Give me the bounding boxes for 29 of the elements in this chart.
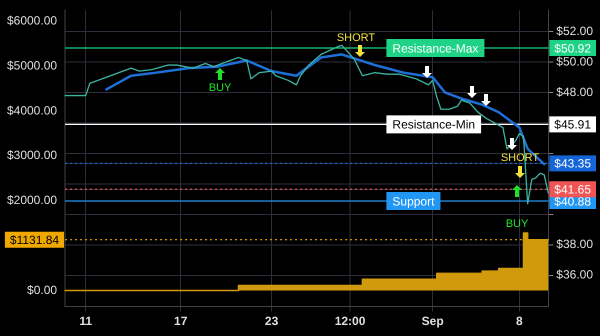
y2-tick-label: $36.00	[556, 268, 594, 282]
y-tick-label: $0.00	[27, 282, 58, 297]
ref-line-label: Resistance-Max	[392, 41, 478, 56]
y2-tick-label: $41.65	[554, 182, 592, 197]
y-tick-label: $6000.00	[6, 14, 58, 28]
x-tick-label: 12:00	[334, 314, 366, 328]
annotation: SHORT	[336, 32, 376, 44]
ref-line-label: Resistance-Min	[392, 118, 476, 132]
y2-tick-label: $45.91	[554, 118, 592, 132]
y2-tick-label: $48.00	[556, 84, 594, 99]
annotation: BUY	[506, 218, 529, 230]
y-tick-label: $4000.00	[6, 103, 58, 118]
y2-tick-label: $50.00	[556, 54, 594, 68]
y2-tick-label: $52.00	[556, 24, 594, 38]
y-tick-label: $1131.84	[10, 233, 60, 248]
x-tick-label: 23	[264, 314, 279, 328]
x-tick-label: 11	[79, 314, 92, 328]
y-tick-label: $5000.00	[6, 58, 58, 73]
y2-tick-label: $50.92	[554, 41, 592, 56]
annotation: BUY	[208, 82, 232, 94]
y2-tick-label: $40.88	[554, 194, 592, 208]
y-tick-label: $3000.00	[6, 148, 58, 162]
y2-tick-label: $38.00	[556, 237, 594, 252]
ref-line-label: Support	[392, 194, 436, 208]
y2-tick-label: $43.35	[554, 156, 592, 171]
x-tick-label: 8	[516, 314, 524, 328]
x-tick-label: 17	[174, 314, 188, 328]
y-tick-label: $2000.00	[6, 193, 58, 208]
x-tick-label: Sep	[422, 314, 444, 328]
